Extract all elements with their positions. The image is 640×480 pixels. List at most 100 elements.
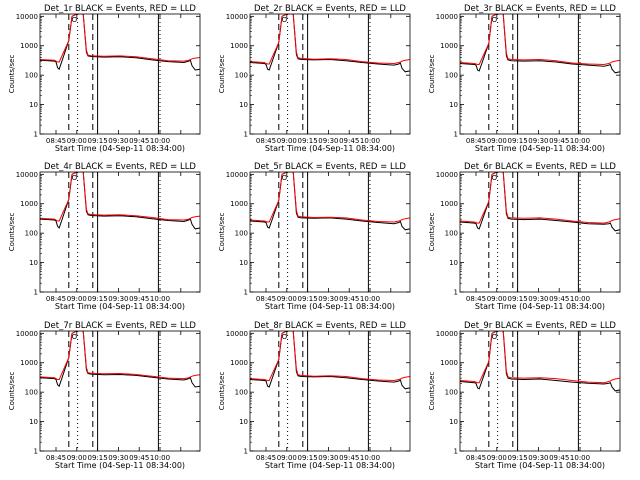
x-tick-label: 09:45 [549,137,569,145]
y-tick-label: 1000 [230,200,248,208]
x-tick-label: 09:45 [549,454,569,462]
y-tick-label: 10 [449,101,458,109]
plot-frame [39,13,201,135]
x-tick-label: 09:30 [318,295,338,303]
y-tick-label: 10000 [436,330,458,338]
y-tick-label: 1000 [230,359,248,367]
x-tick-label: 10:00 [570,454,590,462]
y-tick-label: 10 [29,259,38,267]
x-axis-label: Start Time (04-Sep-11 08:34:00) [475,461,605,470]
y-tick-label: 10000 [16,330,38,338]
x-axis-label: Start Time (04-Sep-11 08:34:00) [265,144,395,153]
plot-frame [249,330,411,452]
y-tick-label: 1000 [440,200,458,208]
x-tick-label: 09:45 [129,454,149,462]
x-tick-label: 09:45 [339,295,359,303]
x-tick-label: 09:15 [88,295,108,303]
events-series-line [40,331,200,388]
panel-title: Det_2r BLACK = Events, RED = LLD [254,4,406,14]
y-axis-label: Counts/sec [8,372,16,411]
y-tick-label: 10 [449,418,458,426]
events-series-line [250,14,410,73]
y-tick-label: 1 [454,448,458,456]
y-tick-label: 1 [244,131,248,139]
lld-series-line [460,331,620,384]
x-tick-label: 09:45 [549,295,569,303]
plot-frame [249,171,411,293]
x-tick-label: 08:45 [46,454,66,462]
x-axis-label: Start Time (04-Sep-11 08:34:00) [265,461,395,470]
y-tick-label: 10000 [436,171,458,179]
x-tick-label: 09:30 [528,454,548,462]
y-tick-label: 100 [235,72,248,80]
plot-frame [249,13,411,135]
x-tick-label: 09:30 [528,137,548,145]
panel-title: Det_5r BLACK = Events, RED = LLD [254,162,406,172]
x-tick-label: 09:00 [67,295,87,303]
x-axis-label: Start Time (04-Sep-11 08:34:00) [475,302,605,311]
legend-marker: O [492,16,498,24]
y-tick-label: 10 [29,101,38,109]
y-tick-label: 1000 [230,42,248,50]
legend-marker: O [282,174,288,182]
x-tick-label: 10:00 [570,295,590,303]
events-series-line [460,331,620,392]
x-tick-label: 09:15 [508,454,528,462]
y-axis-label: Counts/sec [8,55,16,94]
lld-series-line [250,172,410,223]
x-tick-label: 09:15 [298,295,318,303]
y-tick-label: 100 [445,230,458,238]
y-tick-label: 100 [445,72,458,80]
y-tick-label: 100 [445,389,458,397]
lld-series-line [460,14,620,66]
x-axis-label: Start Time (04-Sep-11 08:34:00) [475,144,605,153]
legend-marker: O [282,16,288,24]
y-tick-label: 1000 [20,200,38,208]
panel-title: Det_6r BLACK = Events, RED = LLD [464,162,616,172]
legend-marker: O [72,333,78,341]
legend-marker: O [492,174,498,182]
y-tick-label: 1 [244,448,248,456]
y-tick-label: 1 [34,289,38,297]
y-axis-label: Counts/sec [428,55,436,94]
x-tick-label: 09:30 [318,454,338,462]
lld-series-line [460,172,620,224]
x-tick-label: 09:30 [108,454,128,462]
y-tick-label: 1 [34,448,38,456]
x-tick-label: 09:45 [129,137,149,145]
x-tick-label: 09:00 [67,454,87,462]
plot-frame [39,171,201,293]
y-tick-label: 1 [244,289,248,297]
events-series-line [250,172,410,231]
x-tick-label: 08:45 [256,295,276,303]
x-tick-label: 08:45 [466,295,486,303]
panel-title: Det_7r BLACK = Events, RED = LLD [44,321,196,331]
y-tick-label: 10000 [226,13,248,21]
y-tick-label: 10 [239,418,248,426]
y-tick-label: 1000 [440,42,458,50]
x-tick-label: 10:00 [360,295,380,303]
x-tick-label: 08:45 [256,137,276,145]
lld-series-line [250,14,410,65]
lld-series-line [250,331,410,382]
panel-title: Det_4r BLACK = Events, RED = LLD [44,162,196,172]
y-axis-label: Counts/sec [428,372,436,411]
x-tick-label: 08:45 [466,454,486,462]
x-tick-label: 10:00 [150,454,170,462]
legend-marker: O [492,333,498,341]
y-tick-label: 1 [454,131,458,139]
lld-series-line [40,14,200,63]
x-tick-label: 10:00 [150,295,170,303]
x-tick-label: 09:15 [508,137,528,145]
legend-marker: O [72,174,78,182]
x-tick-label: 09:00 [487,454,507,462]
x-tick-label: 09:00 [277,295,297,303]
x-tick-label: 09:15 [298,454,318,462]
x-tick-label: 09:45 [339,454,359,462]
plot-frame [39,330,201,452]
x-tick-label: 08:45 [46,295,66,303]
events-series-line [460,172,620,232]
x-tick-label: 08:45 [256,454,276,462]
panel-title: Det_9r BLACK = Events, RED = LLD [464,321,616,331]
